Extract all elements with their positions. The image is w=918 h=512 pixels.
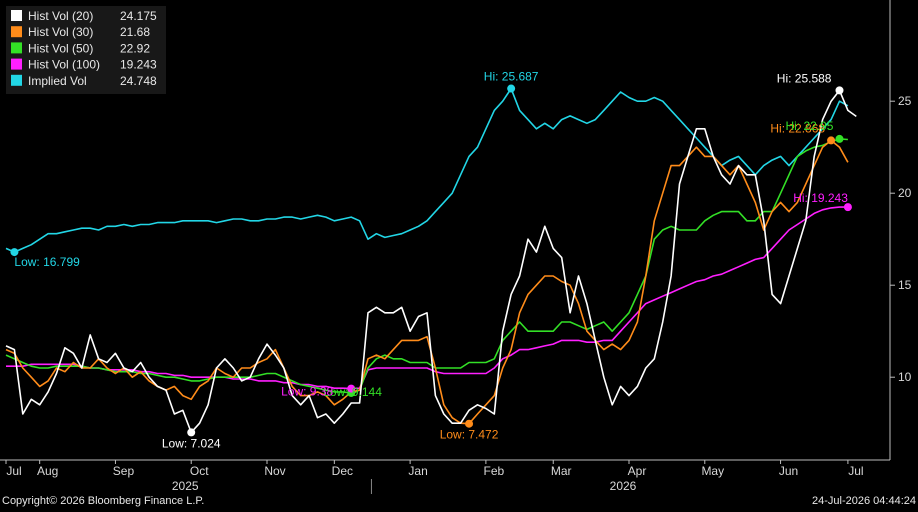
- x-tick-label: Jul: [6, 464, 21, 478]
- annotation-low-2: Low: 9.144: [323, 385, 382, 399]
- year-label: 2026: [610, 479, 637, 493]
- marker-hi-1: [827, 136, 836, 145]
- series-line-3: [6, 206, 848, 390]
- timestamp-text: 24-Jul-2026 04:44:24: [812, 495, 916, 507]
- legend-swatch: [11, 26, 22, 38]
- series-lines: [5, 87, 857, 434]
- annotation-hi-3: Hi: 19.243: [793, 191, 848, 205]
- x-tick-label: Jan: [408, 464, 427, 478]
- x-tick-label: Mar: [551, 464, 572, 478]
- x-tick-label: Dec: [332, 464, 353, 478]
- marker-low-1: [465, 419, 474, 428]
- legend-box: [6, 6, 166, 94]
- legend-name: Hist Vol (20): [28, 9, 93, 23]
- series-line-1: [5, 139, 849, 425]
- legend-swatch: [11, 10, 22, 21]
- x-tick-label: Nov: [264, 464, 285, 478]
- annotation-low-0: Low: 7.024: [162, 436, 221, 450]
- marker-hi-4: [507, 84, 516, 93]
- legend-swatch: [11, 42, 22, 54]
- x-tick-label: Apr: [628, 464, 647, 478]
- legend-swatch: [11, 58, 22, 70]
- annotation-hi-1: Hi: 22.868: [770, 121, 825, 135]
- annotation-hi-2: Hi: 22.95: [785, 119, 833, 133]
- legend-swatch: [11, 74, 22, 86]
- annotation-low-4: Low: 16.799: [14, 255, 80, 269]
- legend-last-value: 21.68: [120, 25, 150, 39]
- legend-name: Hist Vol (30): [28, 25, 93, 39]
- annotation-low-1: Low: 7.472: [440, 428, 499, 442]
- x-tick-label: Oct: [190, 464, 209, 478]
- legend-last-value: 19.243: [120, 58, 157, 72]
- legend-name: Hist Vol (100): [28, 58, 100, 72]
- x-tick-label: Feb: [484, 464, 505, 478]
- hi-low-annotations: Hi: 25.687 Low: 16.799 Hi: 25.588 Low: 7.02…: [14, 70, 848, 451]
- year-label: 2025: [172, 479, 199, 493]
- marker-hi-0: [835, 86, 844, 95]
- annotation-hi-0: Hi: 25.588: [777, 71, 832, 85]
- legend-name: Hist Vol (50): [28, 41, 93, 55]
- y-tick-label: 25: [898, 94, 912, 108]
- marker-low-0: [187, 428, 196, 437]
- marker-low-4: [10, 248, 19, 257]
- legend-last-value: 22.92: [120, 41, 150, 55]
- x-tick-label: Jun: [779, 464, 798, 478]
- legend-last-value: 24.175: [120, 9, 157, 23]
- marker-low-3: [347, 384, 356, 393]
- hi-low-markers: [10, 84, 852, 437]
- legend: Hist Vol (20) 24.175 Hist Vol (30) 21.68 His…: [6, 6, 166, 94]
- annotation-hi-4: Hi: 25.687: [484, 70, 539, 84]
- x-tick-label: Aug: [37, 464, 58, 478]
- x-tick-label: Sep: [113, 464, 135, 478]
- y-tick-label: 15: [898, 278, 912, 292]
- y-tick-label: 10: [898, 370, 912, 384]
- marker-hi-2: [835, 134, 844, 143]
- copyright-text: Copyright© 2026 Bloomberg Finance L.P.: [2, 495, 205, 507]
- x-tick-label: Jul: [848, 464, 863, 478]
- series-line-0: [5, 89, 857, 434]
- series-line-4: [5, 87, 849, 253]
- y-tick-label: 20: [898, 186, 912, 200]
- annotation-low-3: Low: 9.38: [281, 385, 333, 399]
- x-tick-label: May: [701, 464, 724, 478]
- series-line-2: [5, 138, 848, 394]
- marker-hi-3: [843, 203, 852, 212]
- legend-last-value: 24.748: [120, 74, 157, 88]
- legend-name: Implied Vol: [28, 74, 87, 88]
